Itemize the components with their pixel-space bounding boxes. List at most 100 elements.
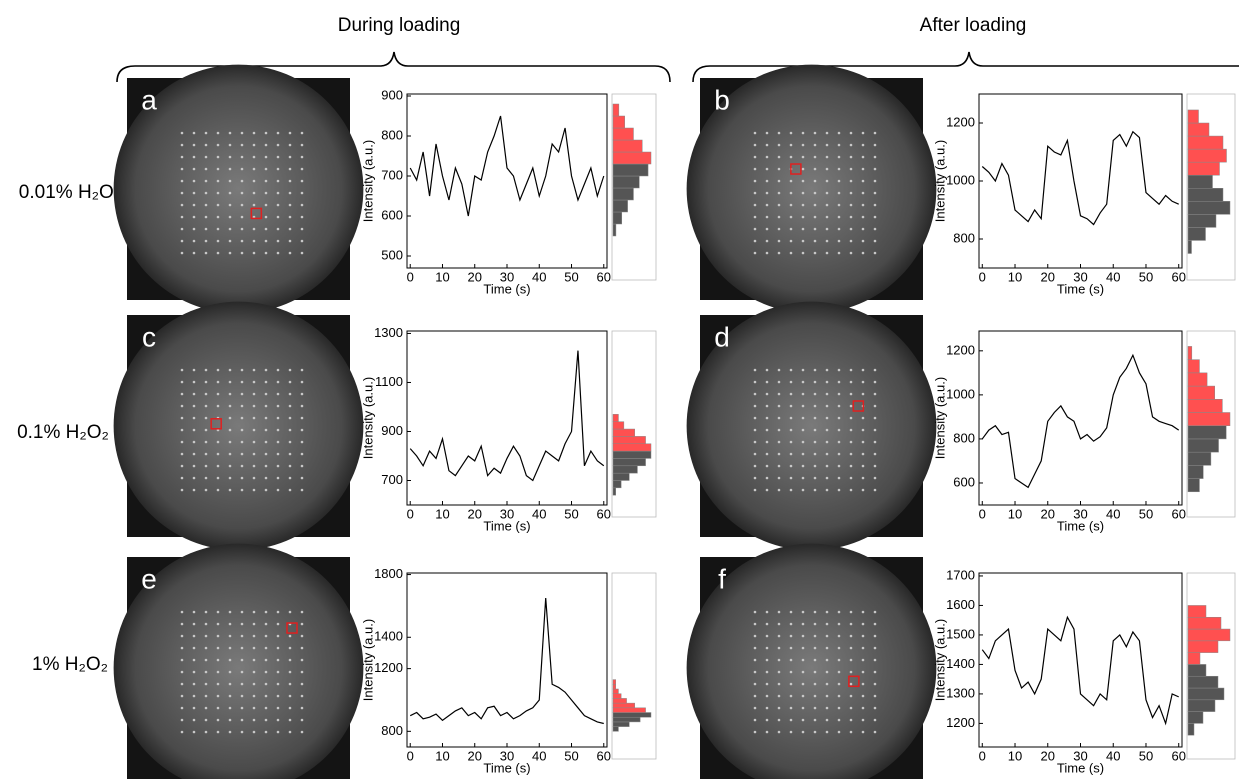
spot — [801, 167, 805, 171]
hist-bar — [1187, 425, 1227, 440]
y-tick-label: 1300 — [946, 685, 975, 700]
spot — [204, 143, 208, 147]
spot — [192, 670, 196, 674]
hist-bar — [612, 199, 628, 213]
spot — [192, 646, 196, 650]
spot — [765, 167, 769, 171]
spot — [264, 428, 268, 432]
spot — [276, 658, 280, 662]
spot — [861, 203, 865, 207]
spot — [873, 440, 877, 444]
x-tick-label: 60 — [597, 269, 611, 284]
spot — [252, 143, 256, 147]
spot — [204, 452, 208, 456]
spot — [228, 215, 232, 219]
spot — [813, 191, 817, 195]
spot — [180, 464, 184, 468]
x-tick-label: 0 — [979, 506, 986, 521]
spot — [801, 706, 805, 710]
spot — [192, 380, 196, 384]
spot — [801, 251, 805, 255]
spot — [216, 404, 220, 408]
spot — [300, 131, 304, 135]
spot — [216, 682, 220, 686]
spot — [849, 380, 853, 384]
spot — [837, 203, 841, 207]
spot — [264, 476, 268, 480]
spot — [837, 167, 841, 171]
y-tick-label: 1600 — [946, 597, 975, 612]
hist-frame — [1186, 572, 1236, 760]
spot — [216, 488, 220, 492]
spot — [288, 706, 292, 710]
y-tick-label: 600 — [381, 207, 403, 222]
spot — [300, 404, 304, 408]
spot — [825, 392, 829, 396]
hist-bar — [612, 679, 616, 685]
spot — [180, 646, 184, 650]
spot — [849, 488, 853, 492]
spot — [276, 694, 280, 698]
spot — [192, 730, 196, 734]
spot — [300, 646, 304, 650]
spot — [753, 646, 757, 650]
spot — [216, 646, 220, 650]
x-tick-label: 50 — [1139, 269, 1153, 284]
spot — [789, 476, 793, 480]
spot — [849, 730, 853, 734]
hist-bar — [1187, 628, 1231, 642]
spot — [825, 227, 829, 231]
spot — [753, 251, 757, 255]
spot — [216, 167, 220, 171]
spot — [300, 694, 304, 698]
spot — [813, 416, 817, 420]
spot — [801, 203, 805, 207]
spot — [873, 706, 877, 710]
header: During loading — [338, 15, 461, 36]
spot — [228, 488, 232, 492]
spot — [276, 380, 280, 384]
spot — [801, 368, 805, 372]
spot — [777, 610, 781, 614]
spot — [849, 203, 853, 207]
hist-bar — [1187, 359, 1200, 374]
spot — [777, 392, 781, 396]
hist-bar — [612, 693, 622, 699]
spot — [837, 428, 841, 432]
spot — [228, 368, 232, 372]
spot — [276, 610, 280, 614]
spot — [252, 476, 256, 480]
micrograph-glow — [686, 64, 937, 314]
spot — [192, 440, 196, 444]
spot — [300, 682, 304, 686]
spot — [801, 464, 805, 468]
spot — [801, 392, 805, 396]
x-tick-label: 10 — [435, 506, 449, 521]
spot — [180, 143, 184, 147]
y-tick-label: 800 — [381, 127, 403, 142]
spot — [861, 622, 865, 626]
spot — [276, 428, 280, 432]
spot — [276, 191, 280, 195]
spot — [252, 404, 256, 408]
hist-bar — [612, 139, 643, 153]
spot — [300, 634, 304, 638]
hist-bar — [1187, 109, 1199, 124]
spot — [264, 392, 268, 396]
spot — [228, 428, 232, 432]
hist-bar — [612, 707, 646, 713]
micrograph-glow — [113, 301, 364, 551]
brace — [692, 51, 1239, 83]
spot — [228, 239, 232, 243]
spot — [789, 488, 793, 492]
spot — [288, 380, 292, 384]
spot — [873, 658, 877, 662]
spot — [276, 646, 280, 650]
spot — [228, 452, 232, 456]
spot — [216, 452, 220, 456]
spot — [813, 143, 817, 147]
spot — [204, 368, 208, 372]
spot — [240, 646, 244, 650]
spot — [753, 239, 757, 243]
y-tick-label: 1800 — [374, 566, 403, 581]
